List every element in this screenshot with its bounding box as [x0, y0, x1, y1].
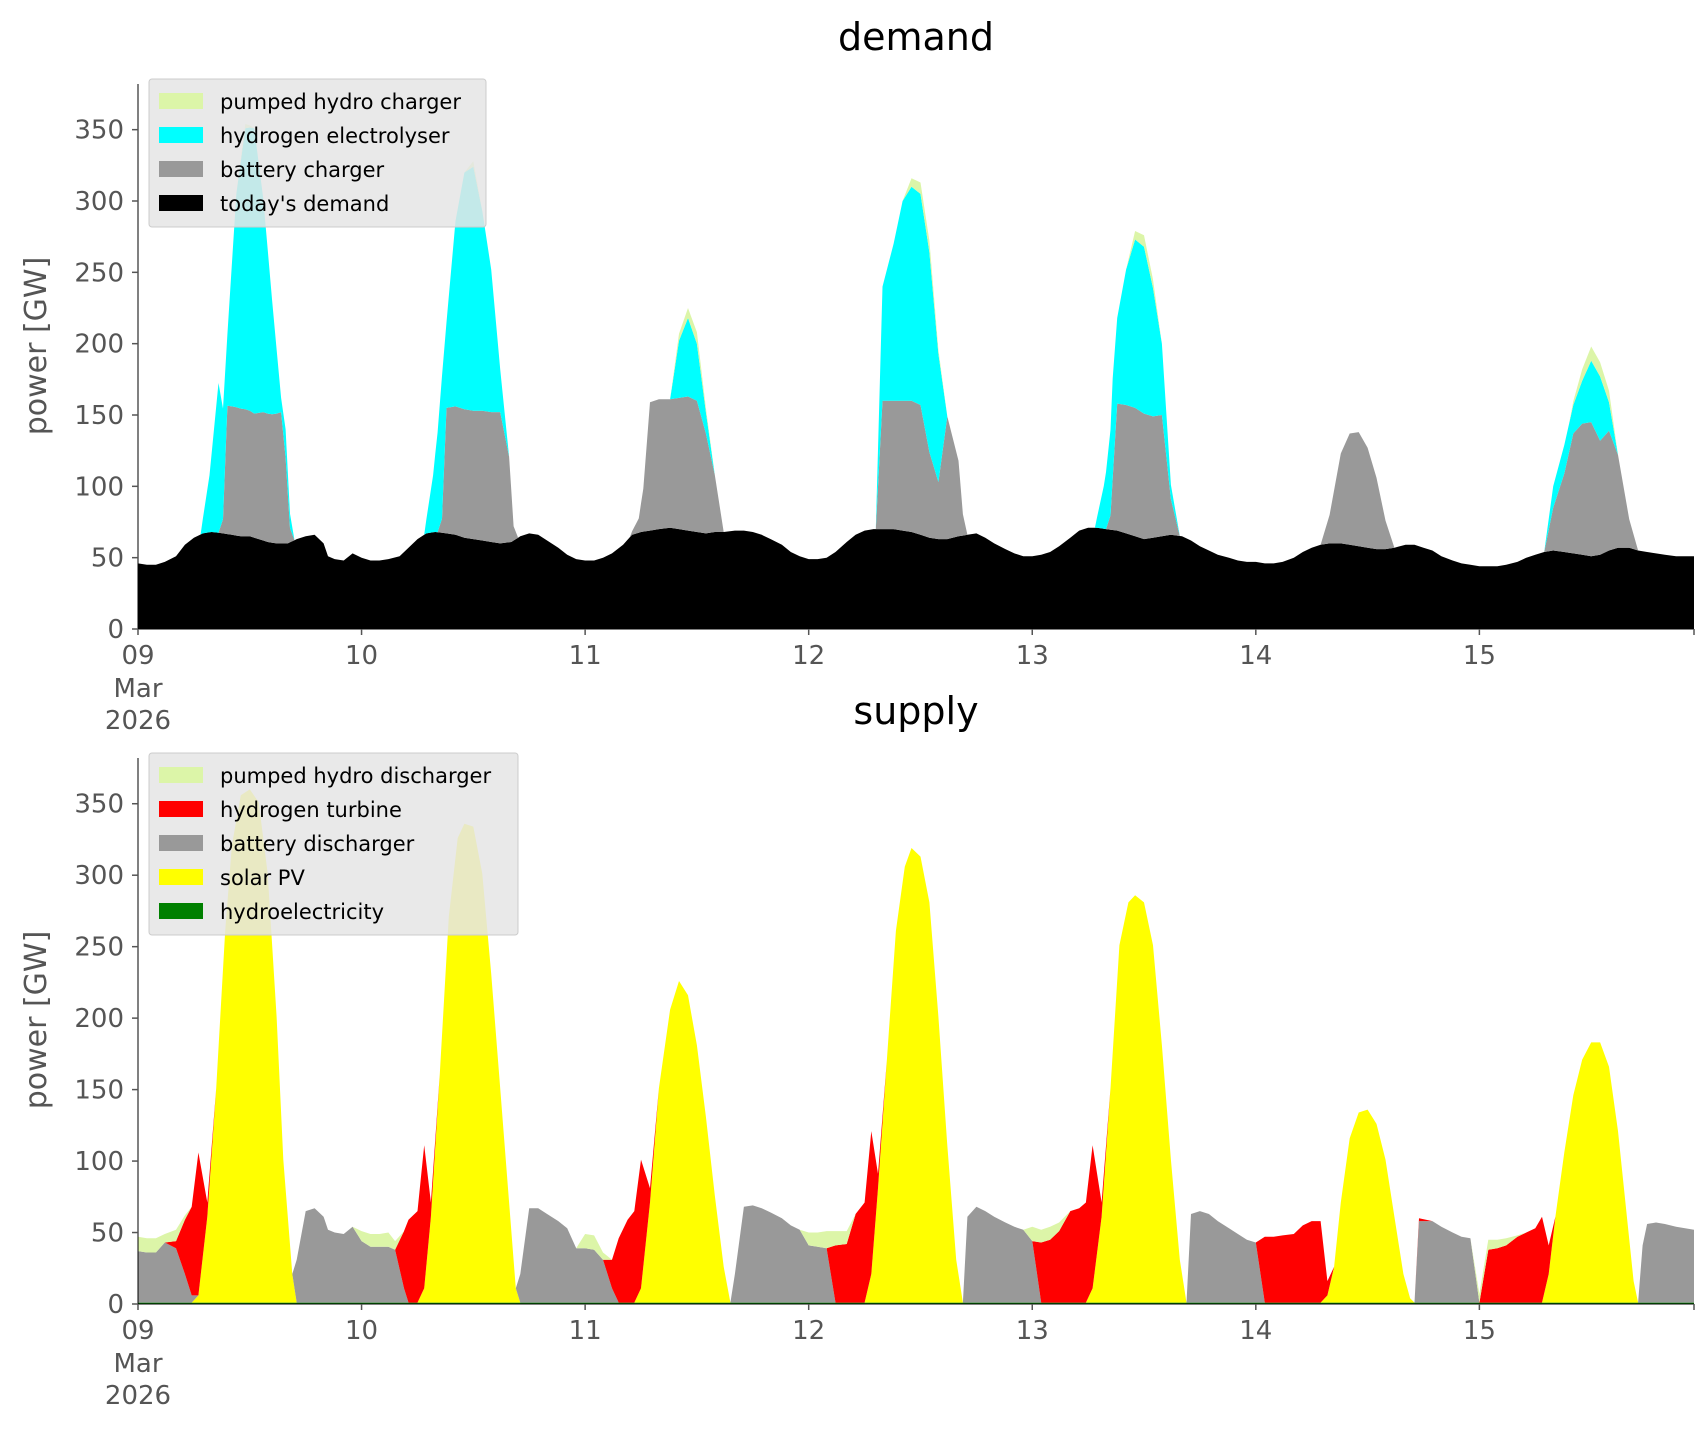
demand-legend-label-battery-charger: battery charger — [220, 158, 385, 182]
supply-xtick-sublabel: 2026 — [105, 1381, 171, 1411]
supply-legend-swatch-hydroelectricity — [159, 903, 203, 919]
supply-xtick-label: 15 — [1463, 1316, 1496, 1346]
supply-legend-swatch-hydrogen-turbine — [159, 801, 203, 817]
supply-xtick-sublabel: Mar — [113, 1349, 162, 1379]
supply-legend-label-battery-discharger: battery discharger — [220, 832, 415, 856]
demand-xtick-label: 11 — [569, 641, 602, 671]
supply-ylabel: power [GW] — [19, 931, 54, 1110]
demand-legend-label-pumped-hydro-charger: pumped hydro charger — [220, 90, 461, 114]
demand-legend-box — [148, 78, 487, 228]
demand-xtick-label: 09 — [121, 641, 154, 671]
supply-ytick-label: 0 — [107, 1290, 124, 1320]
supply-xtick-label: 11 — [569, 1316, 602, 1346]
supply-area-hydrogen-turbine — [138, 789, 1694, 1303]
demand-legend-swatch-today-s-demand — [159, 195, 203, 211]
demand-areas — [138, 124, 1694, 629]
supply-legend-label-pumped-hydro-discharger: pumped hydro discharger — [220, 764, 491, 788]
demand-legend-swatch-battery-charger — [159, 161, 203, 177]
supply-legend-swatch-pumped-hydro-discharger — [159, 767, 203, 783]
demand-xtick-label: 14 — [1239, 641, 1272, 671]
demand-ytick-label: 0 — [107, 615, 124, 645]
demand-xtick-label: 15 — [1463, 641, 1496, 671]
demand-ytick-label: 150 — [74, 401, 124, 431]
supply-ytick-label: 250 — [74, 933, 124, 963]
demand-xtick-sublabel: 2026 — [105, 706, 171, 736]
supply-panel: supply power [GW] 0501001502002503003500… — [19, 689, 1695, 1411]
demand-legend-label-hydrogen-electrolyser: hydrogen electrolyser — [220, 124, 450, 148]
demand-area-hydrogen-electrolyser — [138, 127, 1694, 567]
demand-legend-swatch-hydrogen-electrolyser — [159, 127, 203, 143]
supply-xtick-label: 09 — [121, 1316, 154, 1346]
supply-legend-label-hydrogen-turbine: hydrogen turbine — [220, 798, 402, 822]
supply-legend-label-solar-pv: solar PV — [220, 866, 305, 890]
demand-area-today-s-demand — [138, 527, 1694, 629]
supply-ytick-label: 150 — [74, 1076, 124, 1106]
supply-title: supply — [853, 689, 978, 733]
supply-xtick-label: 12 — [792, 1316, 825, 1346]
supply-legend: pumped hydro discharger hydrogen turbine b… — [148, 752, 519, 936]
demand-area-battery-charger — [138, 396, 1694, 567]
demand-ytick-label: 200 — [74, 330, 124, 360]
supply-legend-swatch-solar-pv — [159, 869, 203, 885]
demand-ytick-label: 350 — [74, 116, 124, 146]
supply-area-solar-pv — [138, 789, 1694, 1303]
demand-xtick-label: 12 — [792, 641, 825, 671]
demand-ytick-label: 100 — [74, 472, 124, 502]
supply-ytick-label: 100 — [74, 1147, 124, 1177]
demand-ytick-label: 300 — [74, 187, 124, 217]
supply-xtick-label: 13 — [1016, 1316, 1049, 1346]
supply-xtick-label: 14 — [1239, 1316, 1272, 1346]
supply-legend-swatch-battery-discharger — [159, 835, 203, 851]
supply-ytick-label: 200 — [74, 1004, 124, 1034]
supply-ytick-label: 300 — [74, 861, 124, 891]
supply-ytick-label: 350 — [74, 790, 124, 820]
demand-xtick-label: 10 — [345, 641, 378, 671]
supply-legend-label-hydroelectricity: hydroelectricity — [220, 900, 384, 924]
demand-ytick-label: 250 — [74, 258, 124, 288]
demand-legend: pumped hydro charger hydrogen electrolyse… — [148, 78, 487, 228]
demand-ylabel: power [GW] — [19, 257, 54, 436]
demand-legend-swatch-pumped-hydro-charger — [159, 93, 203, 109]
supply-ytick-label: 50 — [91, 1219, 124, 1249]
demand-panel: demand power [GW] 0501001502002503003500… — [19, 15, 1695, 736]
demand-legend-label-today-s-demand: today's demand — [220, 192, 389, 216]
demand-ytick-label: 50 — [91, 544, 124, 574]
supply-xtick-label: 10 — [345, 1316, 378, 1346]
supply-legend-box — [148, 752, 519, 936]
demand-xtick-label: 13 — [1016, 641, 1049, 671]
demand-title: demand — [838, 15, 994, 59]
demand-xtick-sublabel: Mar — [113, 674, 162, 704]
